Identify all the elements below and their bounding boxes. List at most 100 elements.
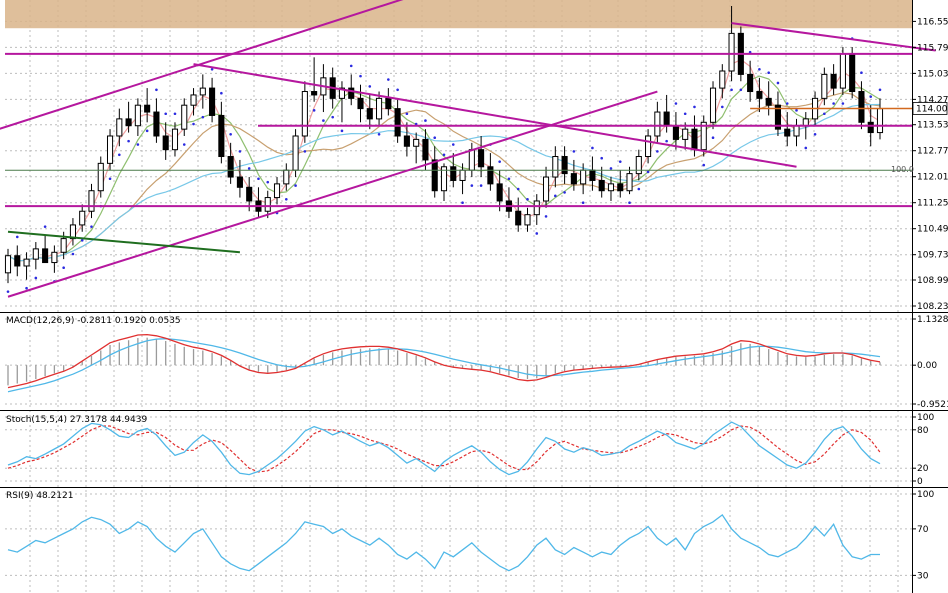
sar-dot: [284, 197, 288, 201]
axis-tick-label: 112.770: [917, 147, 948, 157]
candle-up: [301, 91, 308, 137]
candle-up: [413, 138, 420, 147]
sar-dot: [804, 146, 808, 150]
sar-dot: [470, 184, 474, 187]
macd-signal-line: [7, 338, 881, 393]
candle-down: [672, 125, 679, 140]
macd-line: [7, 333, 881, 389]
level-100-label: 100.0: [891, 165, 914, 174]
sar-dot: [544, 215, 548, 218]
candle-up: [459, 169, 466, 181]
sar-dot: [591, 146, 594, 150]
sar-dot: [220, 91, 223, 95]
sar-dot: [424, 119, 427, 122]
sar-dot: [6, 290, 10, 293]
axis-tick-label: 1.1328: [917, 315, 948, 325]
candle-down: [385, 97, 392, 110]
candle-down: [478, 149, 485, 168]
candle-down: [357, 97, 364, 110]
stoch-k-line: [7, 421, 881, 476]
ma-slow-line: [7, 92, 881, 262]
candle-up: [79, 210, 86, 226]
candle-down: [366, 108, 373, 120]
sar-dot: [581, 201, 585, 204]
sar-dot: [118, 153, 121, 157]
candle-up: [709, 87, 717, 123]
sar-dot: [526, 197, 529, 201]
candle-up: [171, 128, 179, 151]
sar-dot: [702, 163, 706, 167]
candle-up: [23, 258, 30, 267]
candle-up: [700, 121, 707, 151]
candle-up: [524, 214, 531, 226]
candle-up: [292, 135, 299, 171]
axis-tick-label: 110.490: [917, 225, 948, 235]
sar-dot: [359, 74, 362, 78]
candle-down: [617, 183, 624, 192]
current-price-label: 114.005: [916, 104, 948, 114]
sar-dot: [767, 71, 770, 75]
sar-dot: [387, 78, 390, 81]
candle-up: [793, 125, 800, 137]
macd-panel: [7, 333, 881, 393]
candle-down: [663, 111, 670, 127]
candle-up: [821, 73, 828, 99]
axis-tick-label: 30: [917, 571, 929, 581]
ma-mid-line: [7, 75, 881, 262]
candle-down: [218, 114, 225, 158]
candle-down: [246, 186, 253, 202]
candle-up: [802, 118, 809, 127]
candle-up: [69, 224, 76, 240]
candle-down: [765, 97, 772, 106]
axis-tick-label: 108.230: [917, 302, 948, 312]
axis-tick-label: 20: [917, 464, 929, 474]
sar-dot: [730, 88, 733, 92]
candle-up: [580, 169, 587, 185]
sar-dot: [80, 239, 84, 242]
trendline: [7, 90, 658, 298]
sar-dot: [683, 112, 687, 116]
sar-dot: [136, 143, 140, 146]
ma-long-line: [7, 103, 881, 262]
sar-dot: [554, 194, 557, 198]
sar-dot: [739, 88, 743, 92]
sar-dot: [600, 156, 604, 160]
candle-up: [533, 200, 540, 216]
candle-down: [403, 135, 410, 147]
sar-dot: [182, 143, 186, 146]
sar-dot: [127, 139, 130, 143]
trendline: [7, 230, 241, 254]
sar-dot: [535, 232, 539, 235]
candle-up: [607, 183, 615, 192]
sar-dot: [210, 67, 214, 71]
candle-down: [570, 173, 577, 185]
axis-tick-label: 70: [917, 525, 929, 535]
axis-tick-label: 100: [917, 413, 934, 423]
grid: [5, 0, 912, 593]
sar-dot: [479, 184, 483, 187]
sar-dot: [145, 129, 149, 133]
sar-dot: [869, 95, 873, 98]
candle-down: [691, 128, 698, 151]
candle-up: [552, 156, 559, 178]
candle-up: [181, 104, 188, 130]
price-axis[interactable]: 116.550 115.790 115.030 114.270 113.530 112.7…: [912, 17, 948, 581]
candle-down: [42, 248, 49, 264]
axis-tick-label: 112.010: [917, 173, 948, 183]
candle-down: [830, 73, 837, 89]
sar-dot: [618, 160, 622, 163]
stochastic-label: Stoch(15,5,4) 27.3178 44.9439: [6, 415, 147, 425]
candle-up: [273, 183, 281, 199]
candle-down: [774, 104, 782, 130]
rsi-line: [7, 513, 880, 572]
sar-dot: [340, 129, 344, 133]
candle-down: [487, 166, 494, 185]
candle-down: [747, 73, 754, 93]
sar-dot: [841, 102, 845, 105]
sar-dot: [266, 180, 270, 184]
sar-dot: [693, 105, 696, 109]
axis-tick-label: 113.530: [917, 121, 948, 131]
